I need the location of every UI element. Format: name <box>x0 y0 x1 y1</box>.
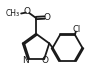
Text: O: O <box>44 13 51 22</box>
Text: CH₃: CH₃ <box>6 9 20 18</box>
Text: O: O <box>42 56 49 65</box>
Text: N: N <box>22 56 29 65</box>
Text: O: O <box>24 7 31 16</box>
Text: Cl: Cl <box>73 25 81 34</box>
